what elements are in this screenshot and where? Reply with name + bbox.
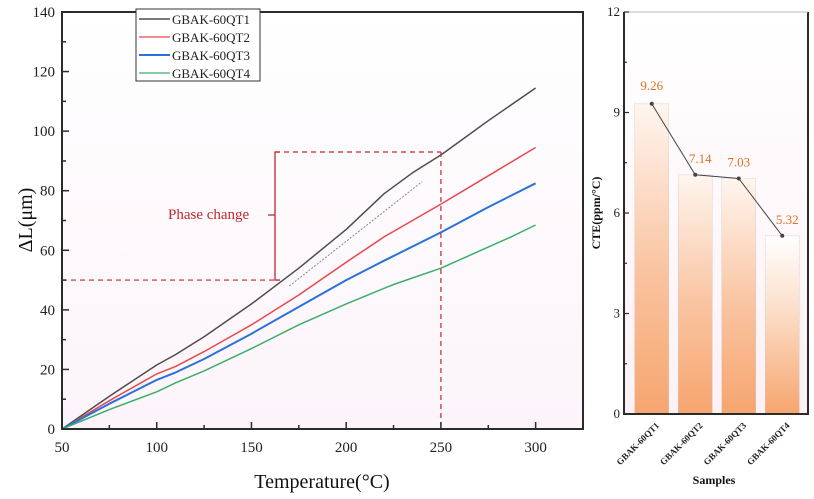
legend-label: GBAK-60QT1: [172, 12, 250, 27]
legend-label: GBAK-60QT4: [172, 66, 250, 81]
category-label: GBAK-60QT2: [658, 420, 705, 467]
cte-point: [780, 233, 785, 238]
legend-label: GBAK-60QT2: [172, 30, 250, 45]
value-label: 7.03: [727, 154, 750, 169]
y-axis: 0 3 6 9 12: [607, 4, 629, 421]
y-tick-label: 80: [40, 184, 55, 200]
legend-box: [135, 8, 261, 82]
y-tick-label: 140: [33, 5, 56, 21]
annotation-group: [62, 151, 442, 429]
phase-change-bracket: [274, 151, 280, 281]
cte-point: [649, 101, 654, 106]
x-tick-label: 150: [240, 440, 263, 456]
x-axis-title: Temperature(°C): [254, 471, 389, 493]
series-line-gbak-60qt2: [61, 146, 536, 430]
x-tick-label: 250: [430, 440, 453, 456]
x-tick-label: 100: [145, 440, 168, 456]
bar-gbak-60qt2: [677, 174, 713, 415]
y-tick-label: 12: [607, 4, 620, 19]
cte-point: [693, 172, 698, 177]
bar-gbak-60qt4: [764, 235, 800, 415]
bar-gbak-60qt3: [721, 178, 757, 415]
legend: GBAK-60QT1 GBAK-60QT2 GBAK-60QT3 GBAK-60…: [135, 8, 261, 82]
bars-group: [634, 103, 800, 415]
y-tick-label: 0: [614, 406, 621, 421]
legend-entry: GBAK-60QT2: [139, 30, 250, 45]
cte-trend-line: [651, 103, 783, 237]
y-tick-label: 100: [33, 124, 56, 140]
x-tick-label: 200: [335, 440, 358, 456]
tangent-reference-line: [289, 181, 423, 287]
y-axis-title: ΔL(μm): [15, 188, 37, 253]
y-tick-label: 120: [33, 65, 56, 81]
y-tick-label: 0: [48, 422, 56, 438]
category-label: GBAK-60QT4: [745, 420, 792, 467]
legend-entry: GBAK-60QT4: [139, 66, 250, 81]
value-label: 7.14: [689, 151, 712, 166]
y-axis-title: CTE(ppm/°C): [589, 177, 603, 250]
x-axis: 50 100 150 200 250 300: [55, 422, 584, 456]
legend-entry: GBAK-60QT1: [139, 12, 250, 27]
legend-entry: GBAK-60QT3: [139, 48, 250, 63]
thermal-expansion-plot: 50 100 150 200 250 300 0 20 40 60 80 100 120 140 Tem…: [15, 5, 584, 493]
x-tick-label: 50: [55, 440, 70, 456]
value-labels-group: 9.26 7.14 7.03 5.32: [640, 78, 798, 227]
y-tick-label: 60: [40, 243, 55, 259]
y-tick-label: 3: [614, 306, 621, 321]
y-tick-label: 9: [614, 105, 621, 120]
value-label: 9.26: [640, 78, 663, 93]
bar-gbak-60qt1: [634, 103, 670, 415]
legend-label: GBAK-60QT3: [172, 48, 250, 63]
x-tick-label: 300: [524, 440, 547, 456]
value-label: 5.32: [776, 212, 799, 227]
cte-point: [736, 176, 741, 181]
series-line-gbak-60qt4: [61, 224, 536, 430]
series-line-gbak-60qt3: [61, 182, 537, 430]
x-axis-title: Samples: [693, 473, 736, 487]
y-tick-label: 40: [40, 303, 55, 319]
y-tick-label: 6: [614, 205, 621, 220]
category-label: GBAK-60QT1: [614, 420, 661, 467]
category-label: GBAK-60QT3: [701, 420, 748, 467]
y-tick-label: 20: [40, 362, 55, 378]
y-axis: 0 20 40 60 80 100 120 140: [33, 5, 69, 438]
overlay-line-group: [649, 101, 785, 238]
phase-change-label: Phase change: [168, 207, 250, 223]
